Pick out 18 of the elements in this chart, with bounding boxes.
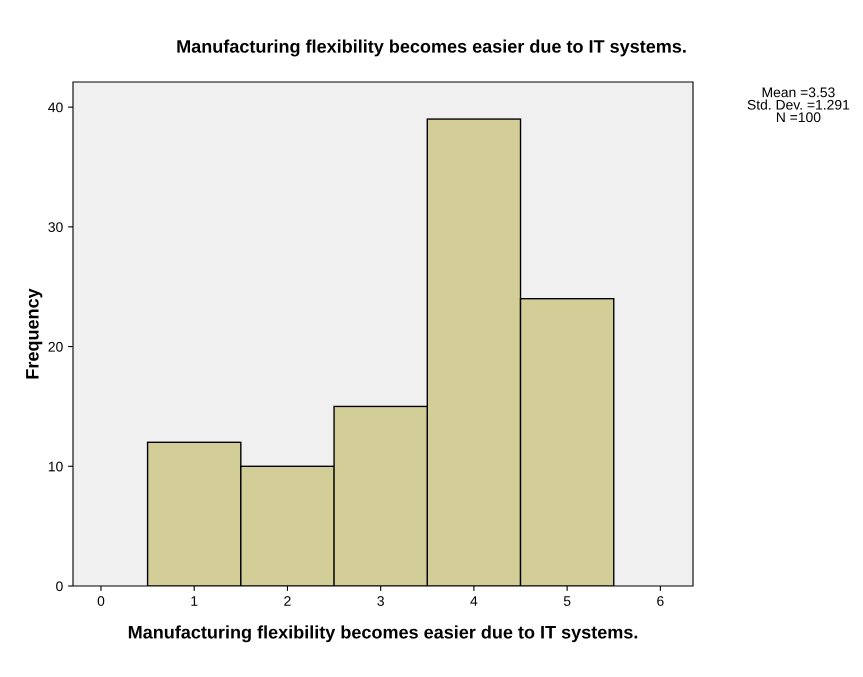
chart-title: Manufacturing flexibility becomes easier due to IT systems. [177,40,686,56]
y-tick-label: 30 [48,222,63,232]
y-axis-title: Frequency [26,288,42,378]
text: Std. Dev. =1.291 [748,99,850,110]
y-tick-label: 20 [48,342,63,352]
x-axis-title: Manufacturing flexibility becomes easier due to IT systems. [128,625,638,642]
x-tick-label: 4 [470,596,478,606]
x-tick-label: 5 [564,596,570,606]
y-tick-label: 40 [48,102,63,112]
x-tick-label: 2 [284,596,291,606]
text: N =100 [776,112,820,122]
text: Mean =3.53 [762,87,835,98]
x-tick-label: 3 [377,596,384,606]
x-tick-label: 1 [191,596,198,606]
x-tick-label: 6 [657,596,664,606]
y-tick-label: 0 [56,581,63,592]
x-tick-label: 0 [98,596,104,606]
y-tick-label: 10 [48,462,63,472]
